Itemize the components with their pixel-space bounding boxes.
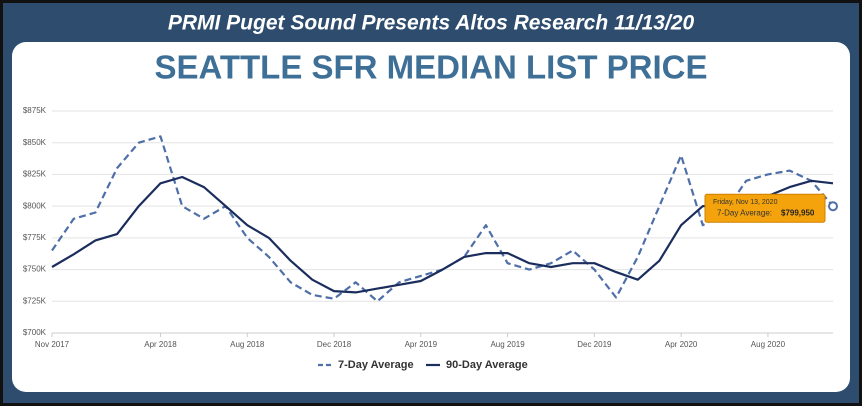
tooltip-label: 7-Day Average: <box>717 208 772 217</box>
series-line <box>51 175 834 294</box>
legend-label: 90-Day Average <box>446 359 528 371</box>
x-tick-label: Dec 2019 <box>577 340 612 349</box>
x-tick-label: Aug 2018 <box>230 340 265 349</box>
chart-title: SEATTLE SFR MEDIAN LIST PRICE <box>154 49 707 86</box>
hover-point <box>828 201 838 212</box>
y-tick-label: $875K <box>23 106 47 115</box>
y-tick-label: $825K <box>23 170 47 179</box>
panel <box>12 42 850 392</box>
banner: PRMI Puget Sound Presents Altos Research… <box>168 12 695 35</box>
x-tick-label: Aug 2020 <box>751 340 786 349</box>
x-tick-label: Nov 2017 <box>35 340 70 349</box>
x-tick-label: Apr 2018 <box>144 340 177 349</box>
x-tick-label: Apr 2019 <box>405 340 438 349</box>
y-tick-label: $850K <box>23 138 47 147</box>
y-tick-label: $775K <box>23 233 47 242</box>
x-tick-label: Aug 2019 <box>490 340 525 349</box>
y-tick-label: $800K <box>23 201 47 210</box>
y-tick-label: $725K <box>23 296 47 305</box>
tooltip-date: Friday, Nov 13, 2020 <box>713 199 778 206</box>
legend-label: 7-Day Average <box>338 359 414 371</box>
y-tick-label: $750K <box>23 265 47 274</box>
y-tick-label: $700K <box>23 328 47 337</box>
x-tick-label: Apr 2020 <box>665 340 698 349</box>
tooltip <box>704 193 826 223</box>
x-tick-label: Dec 2018 <box>317 340 352 349</box>
tooltip-value: $799,950 <box>781 208 815 217</box>
